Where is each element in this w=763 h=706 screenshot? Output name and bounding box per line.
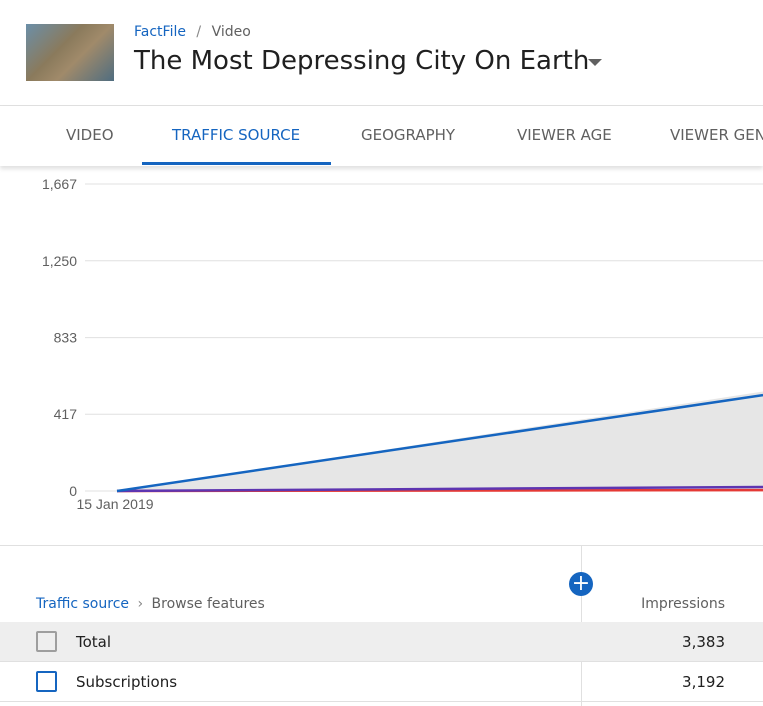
dropdown-arrow[interactable]: [588, 59, 602, 67]
thumbnail[interactable]: [26, 24, 114, 81]
y-tick-label: 417: [54, 406, 78, 422]
channel-link[interactable]: FactFile: [134, 24, 186, 40]
breadcrumb-link[interactable]: Traffic source: [36, 596, 130, 612]
divider: [0, 105, 763, 106]
checkbox[interactable]: [36, 671, 57, 692]
series-line: [116, 485, 763, 493]
tab-underline: [142, 162, 331, 165]
divider: [0, 545, 763, 546]
y-tick-label: 1,667: [42, 176, 77, 192]
column-header: Impressions: [641, 596, 725, 612]
y-tick-label: 1,250: [42, 253, 77, 269]
add-metric-button[interactable]: +: [569, 572, 593, 596]
table-row: Subscriptions 3,192: [0, 662, 763, 702]
tab[interactable]: TRAFFIC SOURCE: [172, 126, 301, 144]
row-value: 3,192: [682, 673, 725, 691]
section: Video: [211, 24, 251, 40]
row-label: Subscriptions: [76, 673, 178, 691]
y-tick-label: 833: [54, 330, 78, 346]
separator: /: [196, 24, 202, 40]
breadcrumb: FactFile / Video: [134, 24, 251, 40]
tab-bar: VIDEO TRAFFIC SOURCE GEOGRAPHY VIEWER AGE VI…: [0, 106, 763, 166]
table-row: Total 3,383: [0, 622, 763, 662]
row-label: Total: [76, 633, 112, 651]
chart: 0 417 833 1,250 1,667 15 Jan 2019: [42, 176, 763, 512]
area: [117, 391, 763, 491]
tab[interactable]: GEOGRAPHY: [361, 126, 456, 144]
table-breadcrumb: Traffic source › Browse features: [36, 596, 265, 612]
video-title: The Most Depressing City On Earth: [134, 46, 590, 76]
series-line: [116, 393, 763, 493]
x-tick-label: 15 Jan 2019: [76, 496, 153, 512]
checkbox[interactable]: [36, 631, 57, 652]
breadcrumb-current: Browse features: [151, 596, 265, 612]
chevron: ›: [137, 596, 144, 612]
y-tick-label: 0: [69, 483, 77, 499]
tab[interactable]: VIEWER GENDER: [670, 126, 763, 144]
tab[interactable]: VIEWER AGE: [517, 126, 612, 144]
row-value: 3,383: [682, 633, 725, 651]
tab[interactable]: VIDEO: [66, 126, 114, 144]
